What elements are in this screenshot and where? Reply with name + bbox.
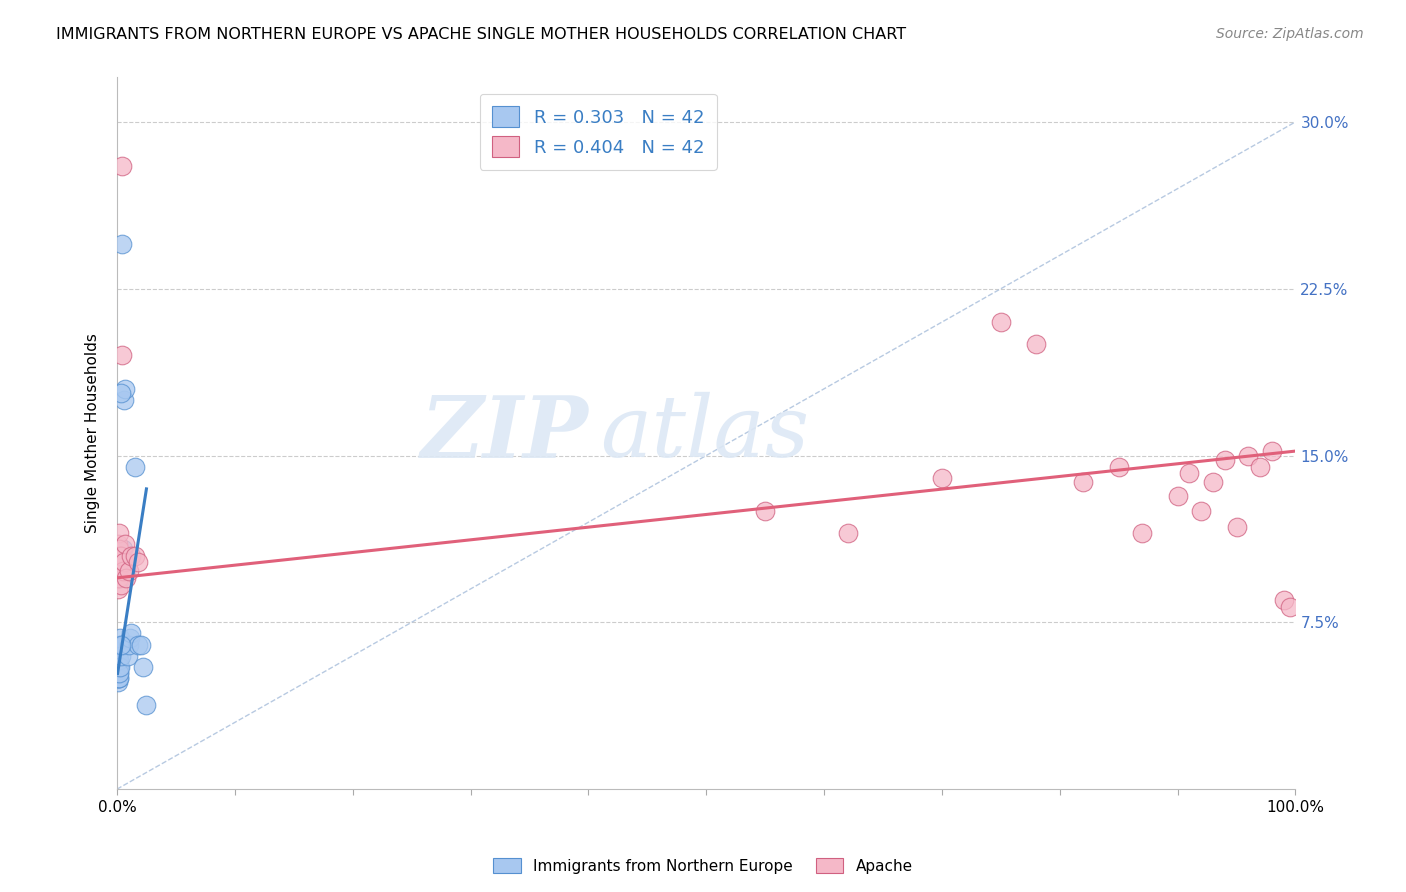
Point <box>135 698 157 712</box>
Point <box>120 626 142 640</box>
Legend: Immigrants from Northern Europe, Apache: Immigrants from Northern Europe, Apache <box>488 852 918 880</box>
Point <box>107 675 129 690</box>
Point <box>107 537 129 551</box>
Point <box>124 549 146 563</box>
Point <box>110 577 132 591</box>
Point <box>107 555 129 569</box>
Point <box>1225 519 1247 533</box>
Point <box>110 638 132 652</box>
Point <box>129 638 152 652</box>
Point <box>108 660 131 674</box>
Point <box>1108 459 1130 474</box>
Point <box>112 541 135 556</box>
Point <box>108 671 131 685</box>
Legend: R = 0.303   N = 42, R = 0.404   N = 42: R = 0.303 N = 42, R = 0.404 N = 42 <box>479 94 717 169</box>
Point <box>107 665 129 679</box>
Point <box>107 653 129 667</box>
Point <box>107 660 129 674</box>
Point <box>110 571 132 585</box>
Point <box>118 564 141 578</box>
Point <box>1167 489 1189 503</box>
Point <box>1237 449 1260 463</box>
Point <box>114 537 136 551</box>
Text: ZIP: ZIP <box>420 392 588 475</box>
Text: Source: ZipAtlas.com: Source: ZipAtlas.com <box>1216 27 1364 41</box>
Point <box>111 160 134 174</box>
Point <box>115 571 138 585</box>
Point <box>1213 453 1236 467</box>
Y-axis label: Single Mother Households: Single Mother Households <box>86 334 100 533</box>
Point <box>107 671 129 685</box>
Point <box>107 666 129 681</box>
Point <box>108 666 131 681</box>
Point <box>990 315 1012 329</box>
Point <box>108 653 131 667</box>
Point <box>110 631 132 645</box>
Point <box>837 526 859 541</box>
Point <box>107 660 129 674</box>
Point <box>110 549 132 563</box>
Point <box>111 348 134 362</box>
Point <box>111 564 134 578</box>
Point <box>108 571 131 585</box>
Point <box>120 549 142 563</box>
Point <box>108 526 131 541</box>
Point <box>111 237 134 252</box>
Point <box>118 631 141 645</box>
Point <box>107 671 129 685</box>
Point <box>107 671 129 685</box>
Point <box>1178 467 1201 481</box>
Point <box>107 564 129 578</box>
Point <box>114 382 136 396</box>
Point <box>1130 526 1153 541</box>
Point <box>124 459 146 474</box>
Point <box>108 666 131 681</box>
Point <box>112 392 135 407</box>
Point <box>1278 599 1301 614</box>
Point <box>111 549 134 563</box>
Point <box>107 559 129 574</box>
Point <box>107 582 129 596</box>
Point <box>107 648 129 663</box>
Point <box>107 549 129 563</box>
Point <box>1272 593 1295 607</box>
Point <box>110 648 132 663</box>
Point <box>111 638 134 652</box>
Point <box>1261 444 1284 458</box>
Point <box>1202 475 1225 490</box>
Text: IMMIGRANTS FROM NORTHERN EUROPE VS APACHE SINGLE MOTHER HOUSEHOLDS CORRELATION C: IMMIGRANTS FROM NORTHERN EUROPE VS APACH… <box>56 27 907 42</box>
Point <box>108 638 131 652</box>
Point <box>1025 337 1047 351</box>
Point <box>127 555 149 569</box>
Point <box>108 549 131 563</box>
Point <box>127 638 149 652</box>
Point <box>107 644 129 658</box>
Point <box>110 386 132 401</box>
Point <box>107 571 129 585</box>
Point <box>115 564 138 578</box>
Point <box>117 648 139 663</box>
Point <box>108 653 131 667</box>
Point <box>112 555 135 569</box>
Point <box>107 660 129 674</box>
Point <box>108 541 131 556</box>
Point <box>1073 475 1095 490</box>
Point <box>1249 459 1271 474</box>
Point <box>107 666 129 681</box>
Point <box>118 638 141 652</box>
Point <box>1189 504 1212 518</box>
Text: atlas: atlas <box>600 392 810 475</box>
Point <box>132 660 155 674</box>
Point <box>108 660 131 674</box>
Point <box>754 504 776 518</box>
Point <box>931 471 953 485</box>
